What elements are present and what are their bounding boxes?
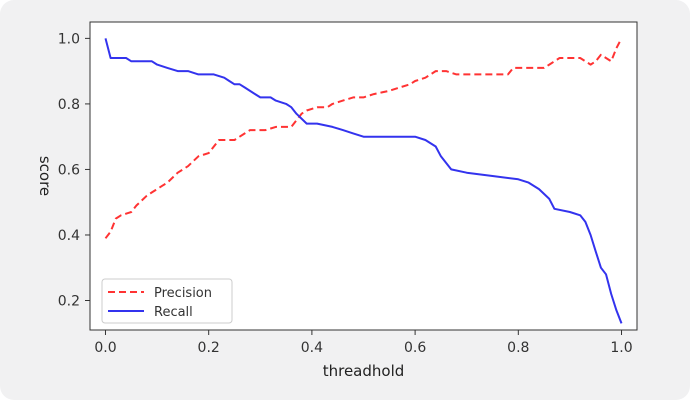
- y-tick-label: 0.4: [58, 228, 80, 244]
- precision-legend-label: Precision: [154, 286, 212, 301]
- y-axis-label: score: [36, 156, 54, 196]
- x-tick-label: 0.2: [198, 340, 220, 356]
- x-tick-label: 0.0: [94, 340, 116, 356]
- y-tick-label: 0.6: [58, 162, 80, 178]
- x-axis-label: threadhold: [323, 362, 405, 380]
- y-axis-ticks: 0.2 0.4 0.6 0.8 1.0: [58, 31, 90, 310]
- y-tick-label: 1.0: [58, 31, 80, 47]
- legend: Precision Recall: [101, 278, 233, 324]
- y-tick-label: 0.2: [58, 294, 80, 310]
- x-tick-label: 0.8: [507, 340, 529, 356]
- x-tick-label: 1.0: [610, 340, 632, 356]
- series-lines: [104, 37, 623, 324]
- recall-legend-label: Recall: [154, 305, 193, 320]
- recall-line: [104, 38, 623, 324]
- y-tick-label: 0.8: [58, 97, 80, 113]
- x-axis-ticks: 0.0 0.2 0.4 0.6 0.8 1.0: [94, 330, 633, 356]
- x-tick-label: 0.6: [404, 340, 426, 356]
- x-tick-label: 0.4: [301, 340, 323, 356]
